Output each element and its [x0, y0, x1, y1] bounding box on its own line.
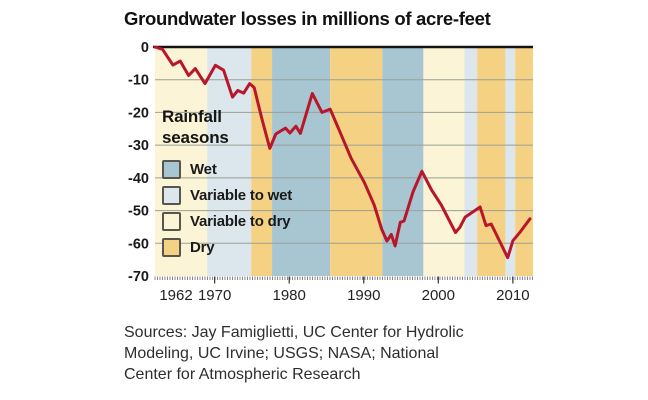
x-tick-label: 1980	[273, 287, 306, 304]
y-tick-label: -10	[128, 73, 149, 89]
x-tick-label: 2010	[496, 287, 529, 304]
y-tick-label: -40	[128, 171, 149, 187]
legend-item-variable-to-wet: Variable to wet	[162, 182, 292, 208]
legend-label-wet: Wet	[190, 160, 217, 178]
sources-text: Sources: Jay Famiglietti, UC Center for …	[124, 322, 584, 385]
x-tick-label: 1990	[347, 287, 380, 304]
sources-line-1: Sources: Jay Famiglietti, UC Center for …	[124, 324, 464, 341]
season-band-dry	[477, 48, 506, 276]
legend-label-dry: Dry	[190, 238, 215, 256]
season-band-dry	[515, 48, 533, 276]
x-tick-label: 1970	[198, 287, 231, 304]
sources-line-2: Modeling, UC Irvine; USGS; NASA; Nationa…	[124, 345, 439, 362]
y-tick-label: -30	[128, 138, 149, 154]
y-tick-label: 0	[141, 40, 149, 56]
season-band-variable_to_wet	[505, 48, 516, 276]
variable-to-dry-swatch-icon	[162, 211, 181, 231]
y-tick-label: -20	[128, 105, 149, 121]
season-band-variable_to_wet	[464, 48, 478, 276]
season-band-dry	[251, 48, 273, 276]
legend-title: Rainfall seasons	[162, 106, 292, 148]
variable-to-wet-swatch-icon	[162, 185, 181, 205]
season-band-variable_to_dry	[423, 48, 465, 276]
legend-item-dry: Dry	[162, 234, 292, 260]
legend-items: Wet Variable to wet Variable to dry Dry	[162, 156, 292, 260]
x-tick-label: 1962	[159, 287, 192, 304]
y-tick-label: -60	[128, 236, 149, 252]
dry-swatch-icon	[162, 237, 181, 257]
legend-label-variable-to-dry: Variable to dry	[190, 212, 291, 230]
legend-item-variable-to-dry: Variable to dry	[162, 208, 292, 234]
legend-label-variable-to-wet: Variable to wet	[190, 186, 293, 204]
legend-title-line1: Rainfall	[162, 107, 222, 126]
season-band-dry	[330, 48, 383, 276]
legend-title-line2: seasons	[162, 128, 229, 147]
groundwater-loss-line	[153, 45, 532, 260]
x-tick-label: 2000	[422, 287, 455, 304]
legend-item-wet: Wet	[162, 156, 292, 182]
season-band-wet	[272, 48, 331, 276]
season-band-wet	[382, 48, 424, 276]
sources-line-3: Center for Atmospheric Research	[124, 366, 361, 383]
wet-swatch-icon	[162, 159, 181, 179]
y-tick-label: -50	[128, 204, 149, 220]
chart-title: Groundwater losses in millions of acre-f…	[124, 8, 491, 29]
rainfall-seasons-legend: Rainfall seasons Wet Variable to wet Var…	[162, 106, 292, 260]
y-tick-label: -70	[128, 269, 149, 285]
